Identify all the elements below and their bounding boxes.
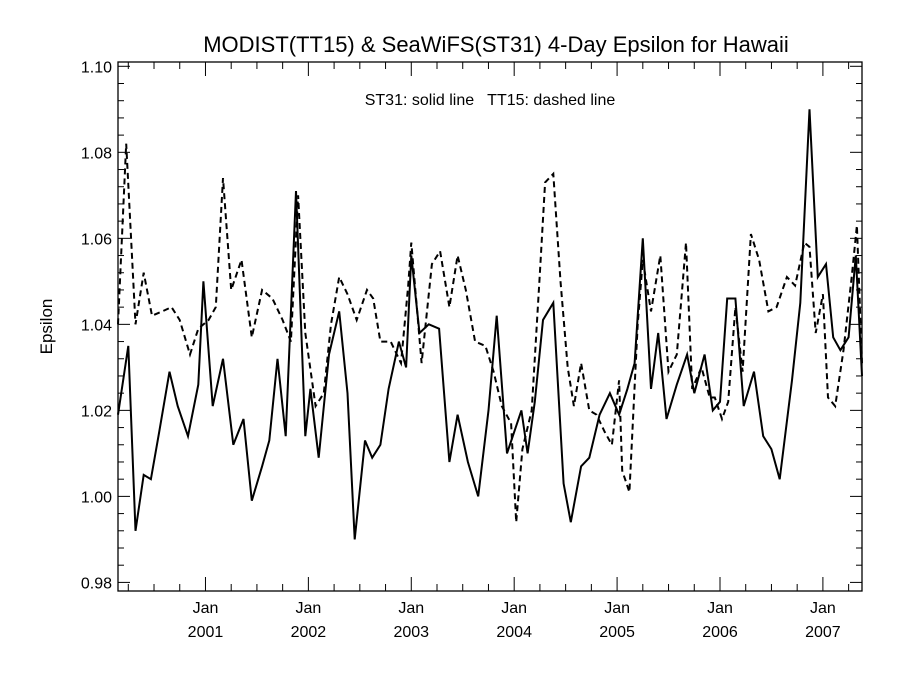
y-tick-label: 0.98 bbox=[81, 575, 112, 592]
x-tick-label-month: Jan bbox=[501, 600, 527, 617]
series-legend-annotation: ST31: solid line TT15: dashed line bbox=[365, 92, 616, 109]
x-tick-label-year: 2007 bbox=[805, 624, 841, 641]
x-tick-label-month: Jan bbox=[295, 600, 321, 617]
x-tick-label-year: 2006 bbox=[702, 624, 738, 641]
x-tick-label-year: 2001 bbox=[188, 624, 224, 641]
x-tick-label-year: 2005 bbox=[599, 624, 635, 641]
x-tick-label-year: 2002 bbox=[291, 624, 327, 641]
y-tick-label: 1.08 bbox=[81, 145, 112, 162]
y-axis-label: Epsilon bbox=[37, 299, 56, 355]
x-tick-label-month: Jan bbox=[810, 600, 836, 617]
x-tick-label-month: Jan bbox=[398, 600, 424, 617]
x-tick-label-month: Jan bbox=[707, 600, 733, 617]
chart-title: MODIST(TT15) & SeaWiFS(ST31) 4-Day Epsil… bbox=[203, 32, 789, 57]
x-tick-label-year: 2004 bbox=[496, 624, 532, 641]
plot-frame bbox=[117, 61, 863, 592]
y-tick-label: 1.10 bbox=[81, 59, 112, 76]
x-tick-label-year: 2003 bbox=[393, 624, 429, 641]
y-tick-label: 1.04 bbox=[81, 317, 112, 334]
y-tick-label: 1.06 bbox=[81, 231, 112, 248]
series-line-tt15 bbox=[117, 143, 863, 523]
y-tick-label: 1.00 bbox=[81, 489, 112, 506]
plot-area: 0.98 1.00 1.02 1.04 1.06 1.08 1.10 Jan 2001 Jan 20… bbox=[81, 59, 863, 641]
x-tick-label-month: Jan bbox=[604, 600, 630, 617]
x-tick-label-month: Jan bbox=[193, 600, 219, 617]
y-tick-label: 1.02 bbox=[81, 403, 112, 420]
series-line-st31 bbox=[117, 109, 863, 540]
